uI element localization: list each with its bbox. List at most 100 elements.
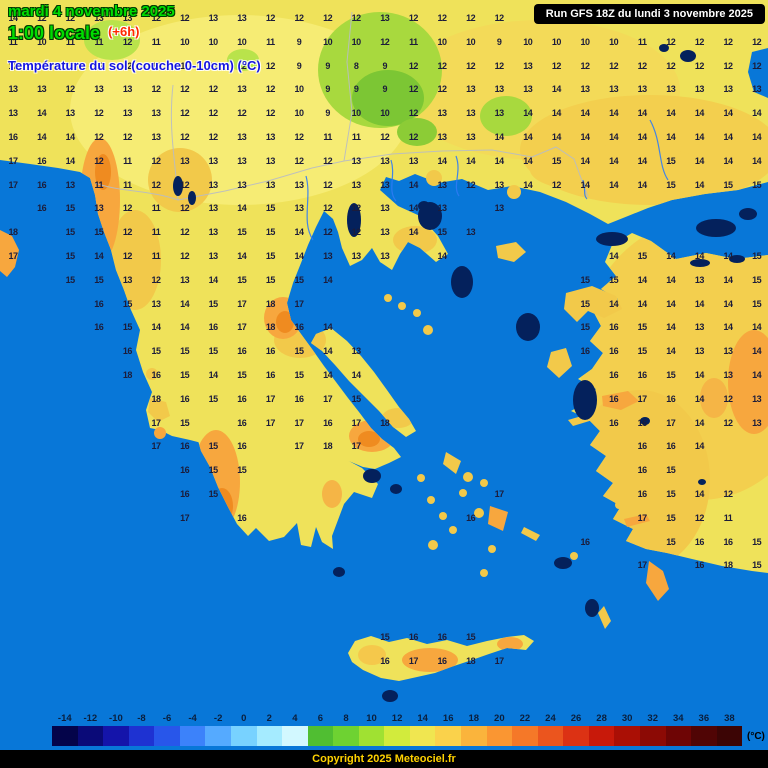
temp-value: 14 bbox=[408, 179, 419, 190]
temp-value: 12 bbox=[637, 60, 648, 71]
temp-value: 11 bbox=[266, 36, 275, 47]
temp-value: 13 bbox=[208, 251, 219, 261]
temp-value: 15 bbox=[265, 203, 276, 214]
temp-value: 13 bbox=[380, 179, 390, 190]
temp-value: 12 bbox=[494, 13, 505, 23]
temp-value: 12 bbox=[180, 132, 190, 142]
temp-value: 11 bbox=[151, 36, 161, 47]
temp-value: 15 bbox=[580, 322, 590, 333]
temp-value: 15 bbox=[637, 346, 648, 357]
temp-value: 12 bbox=[323, 13, 333, 23]
temp-value: 15 bbox=[666, 179, 676, 190]
temp-value: 11 bbox=[94, 179, 104, 190]
temp-value: 12 bbox=[694, 512, 705, 523]
temp-value: 13 bbox=[466, 227, 476, 238]
temp-value: 15 bbox=[65, 274, 76, 285]
temp-value: 15 bbox=[580, 274, 590, 285]
temp-value: 16 bbox=[151, 370, 161, 380]
temp-value: 15 bbox=[666, 536, 676, 547]
temp-value: 12 bbox=[180, 251, 190, 261]
temp-value: 12 bbox=[723, 489, 733, 499]
temp-value: 16 bbox=[94, 322, 104, 333]
temp-value: 13 bbox=[351, 346, 362, 357]
temp-value: 13 bbox=[723, 346, 733, 357]
legend-label: 22 bbox=[519, 713, 531, 724]
temp-value: 15 bbox=[752, 179, 762, 190]
temp-value: 17 bbox=[351, 441, 362, 452]
temp-value: 13 bbox=[208, 203, 219, 214]
temp-value: 14 bbox=[37, 108, 47, 119]
temp-value: 14 bbox=[666, 274, 676, 285]
temp-value: 11 bbox=[151, 227, 161, 238]
legend-label: 2 bbox=[266, 713, 272, 724]
temp-value: 16 bbox=[723, 536, 733, 547]
temp-value: 11 bbox=[637, 36, 647, 47]
temp-value: 13 bbox=[380, 13, 390, 23]
temp-value: 13 bbox=[208, 227, 219, 238]
temp-value: 8 bbox=[353, 60, 359, 71]
date-label: mardi 4 novembre 2025 bbox=[8, 3, 175, 20]
legend-swatch bbox=[384, 726, 410, 746]
temp-value: 11 bbox=[723, 512, 733, 523]
temp-value: 9 bbox=[325, 60, 330, 71]
temp-value: 14 bbox=[580, 155, 590, 166]
time-row: 1:00 locale (+6h) bbox=[8, 23, 261, 44]
temp-value: 12 bbox=[351, 13, 362, 23]
temp-value: 15 bbox=[380, 631, 390, 642]
temp-value: 15 bbox=[65, 203, 76, 214]
legend-swatch bbox=[461, 726, 487, 746]
temp-value: 10 bbox=[380, 108, 390, 119]
legend-swatch bbox=[665, 726, 692, 746]
temp-value: 15 bbox=[208, 298, 219, 309]
temp-value: 15 bbox=[666, 155, 676, 166]
temp-value: 13 bbox=[694, 84, 705, 95]
temp-value: 14 bbox=[609, 155, 619, 166]
temp-value: 14 bbox=[351, 370, 362, 380]
temp-value: 12 bbox=[380, 36, 390, 47]
temp-value: 15 bbox=[351, 393, 362, 404]
temp-value: 13 bbox=[65, 60, 76, 71]
temp-value: 12 bbox=[351, 227, 362, 238]
legend-swatch bbox=[537, 726, 564, 746]
temp-value: 14 bbox=[752, 346, 762, 357]
temp-value: 14 bbox=[323, 370, 333, 380]
temp-value: 13 bbox=[437, 203, 447, 214]
temp-value: 14 bbox=[523, 179, 533, 190]
temp-value: 12 bbox=[151, 60, 161, 71]
legend-label: 32 bbox=[647, 713, 658, 724]
temp-value: 11 bbox=[94, 36, 104, 47]
temp-value: 17 bbox=[494, 655, 505, 666]
temp-value: 15 bbox=[666, 465, 676, 476]
temp-value: 15 bbox=[265, 251, 276, 261]
legend-swatch bbox=[409, 726, 436, 746]
temp-value: 15 bbox=[237, 227, 247, 238]
temp-value: 14 bbox=[551, 108, 562, 119]
temp-value: 10 bbox=[580, 36, 590, 47]
temp-value: 12 bbox=[694, 36, 705, 47]
temp-value: 12 bbox=[408, 132, 419, 142]
temp-value: 13 bbox=[237, 179, 247, 190]
temp-value: 14 bbox=[666, 251, 676, 261]
temp-value: 12 bbox=[180, 108, 190, 119]
temp-value: 14 bbox=[637, 179, 648, 190]
temp-value: 13 bbox=[437, 132, 447, 142]
temp-value: 18 bbox=[122, 370, 133, 380]
temp-value: 9 bbox=[382, 84, 388, 95]
temp-value: 16 bbox=[180, 441, 190, 452]
temp-value: 15 bbox=[180, 346, 190, 357]
temp-value: 14 bbox=[666, 346, 676, 357]
legend-label: 10 bbox=[366, 713, 377, 724]
temp-value: 11 bbox=[8, 36, 18, 47]
temp-value: 16 bbox=[580, 536, 590, 547]
legend-label: 26 bbox=[570, 713, 582, 724]
temp-value: 12 bbox=[666, 36, 676, 47]
temp-value: 16 bbox=[380, 655, 390, 666]
temp-value: 15 bbox=[666, 489, 676, 499]
temp-value: 18 bbox=[380, 417, 390, 428]
temp-value: 13 bbox=[580, 84, 590, 95]
temp-value: 14 bbox=[666, 132, 676, 142]
temp-value: 15 bbox=[122, 298, 133, 309]
temp-value: 14 bbox=[523, 108, 533, 119]
temp-value: 13 bbox=[180, 274, 190, 285]
temp-value: 12 bbox=[466, 179, 476, 190]
